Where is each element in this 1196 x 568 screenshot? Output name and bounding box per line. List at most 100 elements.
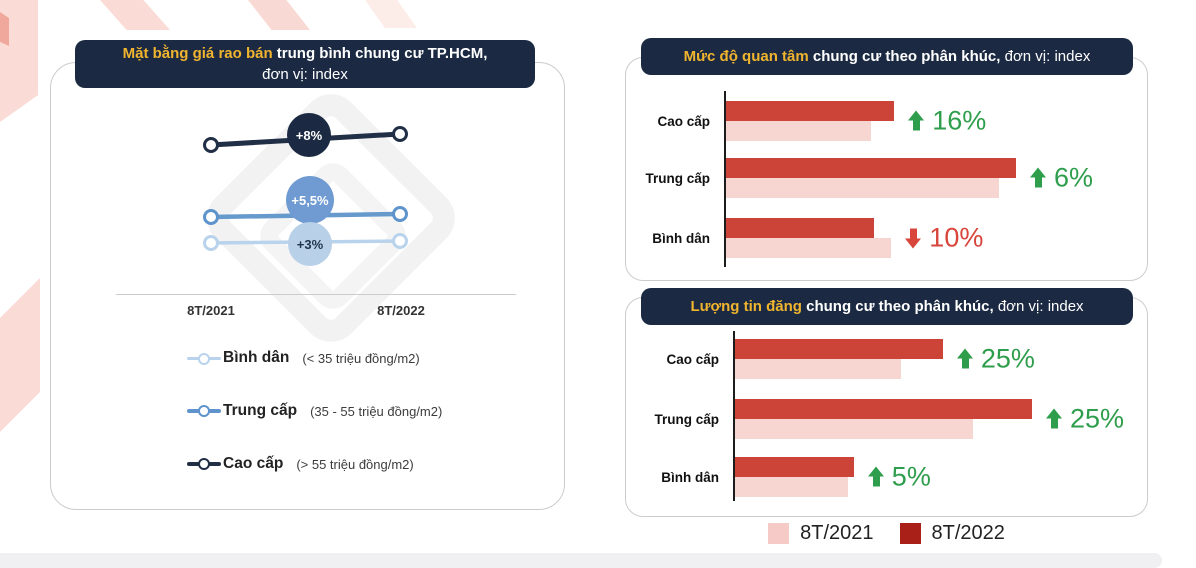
legend-swatch-2021 [768,523,790,544]
decor-ribbon [100,0,170,30]
price-panel-title-line2: đơn vị: index [262,66,348,83]
bar-2021 [726,121,871,141]
bar-row-cao-cap: Cao cấp 16% [626,101,1147,141]
listings-panel: Cao cấp 25% Trung cấp 25% [625,297,1148,517]
bar-pair: 25% [735,399,1124,439]
bar-2021 [735,419,973,439]
series-name: Trung cấp [223,402,298,419]
y-axis-line [733,331,735,501]
endpoint-marker [203,209,219,225]
category-label: Trung cấp [645,170,710,186]
period-divider [116,294,516,295]
bar-2021 [726,238,892,258]
bar-pair: 16% [726,101,986,141]
bar-2022 [726,218,874,238]
bar-2021 [735,359,902,379]
category-label: Trung cấp [654,411,719,427]
change-badge-cao-cap: +8% [287,113,331,157]
year-legend: 8T/2021 8T/2022 [625,522,1148,545]
change-indicator: 5% [867,461,931,493]
bar-2022 [735,457,854,477]
listings-panel-title: Lượng tin đăng chung cư theo phân khúc, … [690,296,1083,317]
category-label: Bình dân [652,230,710,246]
title-rest: đơn vị: index [1000,48,1091,65]
change-indicator: 10% [905,223,983,254]
line-marker-icon [187,352,221,365]
interest-panel-header: Mức độ quan tâm chung cư theo phân khúc,… [641,38,1133,75]
endpoint-marker [392,206,408,222]
series-legend-trung-cap: Trung cấp (35 - 55 triệu đồng/m2) [187,398,442,424]
series-legend-cao-cap: Cao cấp (> 55 triệu đồng/m2) [187,451,414,477]
decor-ribbon [0,12,9,46]
title-highlight: Lượng tin đăng [690,298,802,315]
bar-row-binh-dan: Bình dân 5% [626,457,1147,497]
change-value: 5% [891,461,931,492]
title-highlight: Mức độ quan tâm [683,48,809,65]
series-legend-binh-dan: Bình dân (< 35 triệu đồng/m2) [187,345,420,371]
change-indicator: 16% [908,106,986,137]
series-range: (35 - 55 triệu đồng/m2) [310,403,443,419]
price-slope-panel: +8% +5,5% +3% 8T/2021 8T/2022 Bình dân (… [50,62,565,510]
title-bold: chung cư theo phân khúc, [801,298,994,315]
trend-arrow-icon [1030,167,1047,189]
category-label: Bình dân [661,469,719,485]
endpoint-marker [392,233,408,249]
bar-2021 [726,178,999,198]
bar-row-binh-dan: Bình dân 10% [626,218,1147,258]
price-panel-title-line1: Mặt bằng giá rao bán trung bình chung cư… [123,43,488,64]
interest-panel-title: Mức độ quan tâm chung cư theo phân khúc,… [684,46,1091,67]
series-range: (> 55 triệu đồng/m2) [296,456,414,472]
bar-2022 [726,158,1016,178]
interest-panel: Cao cấp 16% Trung cấp 6% B [625,57,1148,281]
change-badge-binh-dan: +3% [288,222,332,266]
bar-2022 [726,101,895,121]
endpoint-marker [203,235,219,251]
series-name: Bình dân [223,349,290,366]
bar-row-trung-cap: Trung cấp 25% [626,399,1147,439]
decor-ribbon [0,278,40,432]
series-name: Cao cấp [223,455,284,472]
title-bold: chung cư theo phân khúc, [808,48,1001,65]
legend-label-2021: 8T/2021 [800,522,874,544]
series-range: (< 35 triệu đồng/m2) [302,350,420,366]
endpoint-marker [392,126,408,142]
change-value: 25% [1070,403,1125,434]
change-indicator: 25% [956,343,1035,375]
bar-pair: 6% [726,158,1093,198]
line-marker-icon [187,405,221,417]
legend-item-2021: 8T/2021 [768,522,874,545]
change-value: 16% [932,105,987,136]
trend-arrow-icon [867,466,885,488]
axis-label-2021: 8T/2021 [187,303,235,318]
trend-arrow-icon [905,228,922,249]
line-marker-icon [187,458,221,470]
category-label: Cao cấp [657,113,710,129]
axis-label-2022: 8T/2022 [377,303,425,318]
change-badge-trung-cap: +5,5% [286,176,334,224]
legend-swatch-2022 [899,523,921,544]
change-value: 25% [980,343,1035,374]
bottom-strip [0,553,1162,568]
change-indicator: 25% [1046,404,1124,435]
bar-row-cao-cap: Cao cấp 25% [626,339,1147,379]
title-highlight: Mặt bằng giá rao bán [122,45,273,62]
endpoint-marker [203,137,219,153]
change-indicator: 6% [1030,163,1093,194]
decor-ribbon [248,0,310,30]
bar-pair: 10% [726,218,983,258]
bar-2022 [735,339,943,359]
trend-arrow-icon [956,348,974,370]
bar-2021 [735,477,848,497]
title-bold: trung bình chung cư TP.HCM, [272,45,488,62]
legend-item-2022: 8T/2022 [899,522,1005,545]
legend-label-2022: 8T/2022 [931,522,1005,544]
category-label: Cao cấp [666,351,719,367]
price-panel-header: Mặt bằng giá rao bán trung bình chung cư… [75,40,535,88]
change-value: 6% [1054,162,1094,193]
bar-row-trung-cap: Trung cấp 6% [626,158,1147,198]
bar-pair: 25% [735,339,1035,379]
y-axis-line [724,91,726,267]
title-rest: đơn vị: index [993,298,1084,315]
bar-pair: 5% [735,457,931,497]
